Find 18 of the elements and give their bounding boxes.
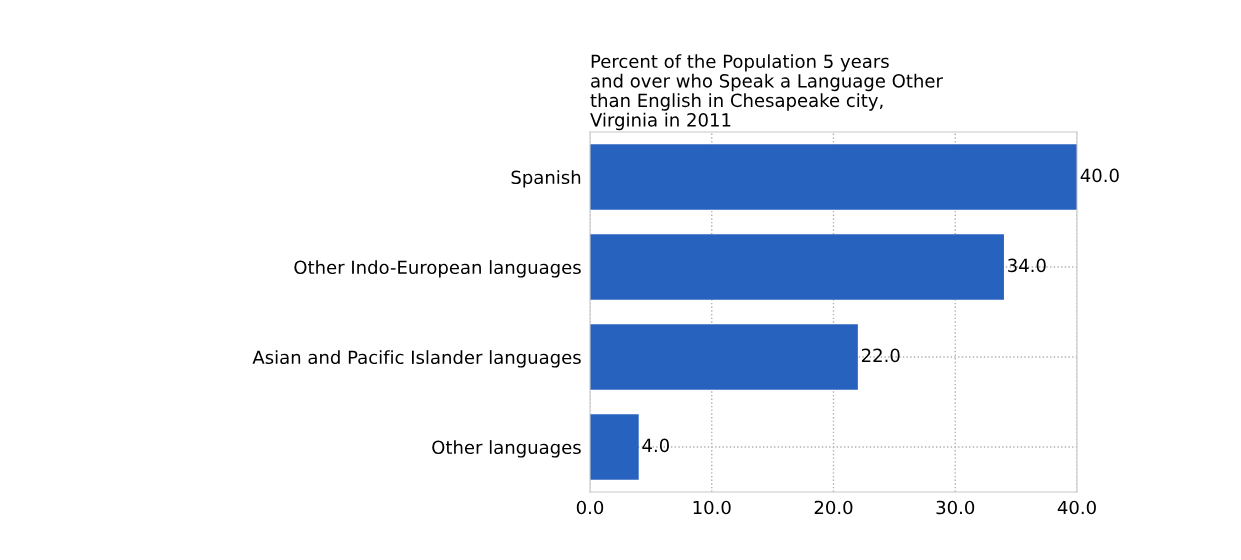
data-label: 22.0 <box>861 348 900 363</box>
data-label: 4.0 <box>642 438 669 453</box>
x-tick-label: 30.0 <box>936 500 975 515</box>
x-tick-label: 40.0 <box>1057 500 1096 515</box>
bar <box>590 324 858 390</box>
y-tick-label: Other languages <box>432 440 581 458</box>
data-label: 34.0 <box>1008 258 1046 273</box>
bar <box>590 234 1004 300</box>
x-tick-label: 10.0 <box>693 500 731 515</box>
bar <box>590 144 1077 210</box>
data-label: 40.0 <box>1080 168 1119 183</box>
y-tick-label: Other Indo-European languages <box>294 260 581 278</box>
x-tick-label: 0.0 <box>576 500 604 515</box>
x-tick-label: 20.0 <box>814 500 853 515</box>
y-tick-label: Spanish <box>511 170 581 188</box>
chart-title: Percent of the Population 5 years and over who Speak a Language Other than English in Chesapeake city, Virginia in 2011 <box>590 54 943 131</box>
y-tick-label: Asian and Pacific Islander languages <box>252 350 581 368</box>
bar <box>590 414 639 480</box>
